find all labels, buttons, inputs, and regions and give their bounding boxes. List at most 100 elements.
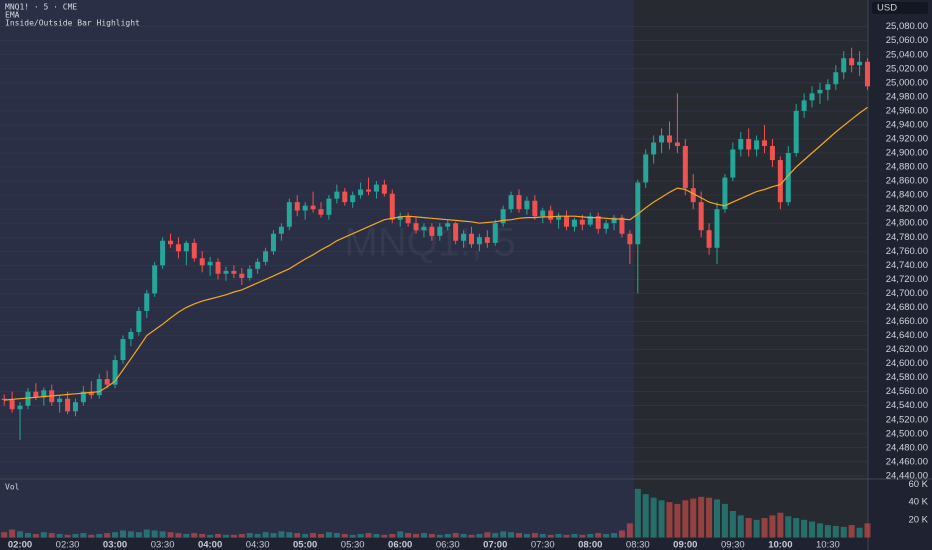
x-tick-label: 08:30 [626, 540, 650, 550]
candle-body [421, 226, 427, 231]
candle-body [286, 202, 292, 227]
candle-body [270, 233, 276, 252]
y-tick-label: 24,600.00 [886, 358, 928, 369]
y-tick-label: 24,580.00 [886, 372, 928, 383]
candle-body [294, 202, 300, 211]
session-background [634, 0, 868, 538]
candle-body [849, 58, 855, 66]
candle-body [595, 216, 601, 229]
candle-body [9, 400, 15, 410]
candle-body [152, 265, 158, 294]
volume-bar [690, 498, 697, 538]
candle-body [508, 195, 514, 210]
candle-body [500, 209, 506, 224]
volume-bar [1, 532, 8, 538]
volume-bar [508, 532, 515, 538]
y-tick-label: 24,860.00 [886, 176, 928, 187]
candle-body [207, 261, 213, 266]
candle-body [785, 153, 791, 203]
candle-body [120, 339, 126, 361]
volume-bar [816, 523, 823, 538]
volume-bar [856, 527, 863, 538]
volume-bar [555, 533, 562, 538]
volume-bar [341, 533, 348, 538]
candle-body [627, 233, 633, 245]
candle-body [564, 216, 570, 227]
indicator-label: EMA [5, 11, 20, 20]
indicator-label: Inside/Outside Bar Highlight [5, 19, 140, 28]
volume-bar [737, 515, 744, 538]
candle-body [223, 270, 229, 274]
volume-label: Vol [5, 483, 20, 492]
volume-bar [698, 496, 705, 538]
volume-bar [444, 533, 451, 538]
candle-body [57, 398, 63, 403]
candle-body [80, 391, 86, 403]
candle-body [263, 251, 269, 262]
candle-body [548, 210, 554, 220]
chart-title: MNQ1! · 5 · CME [5, 3, 77, 12]
candle-body [714, 209, 720, 248]
volume-bar [120, 530, 126, 538]
x-tick-label: 09:30 [721, 540, 745, 550]
candle-body [366, 189, 372, 192]
volume-bar [785, 516, 792, 538]
candle-body [302, 205, 308, 211]
volume-bar [199, 533, 206, 538]
volume-bar [674, 503, 681, 538]
y-tick-label: 24,520.00 [886, 414, 928, 425]
volume-bar [40, 532, 47, 538]
candle-body [706, 230, 712, 248]
volume-bar [222, 534, 229, 538]
volume-bar [294, 533, 301, 538]
volume-bar [523, 533, 530, 538]
candle-body [160, 240, 166, 266]
volume-bar [127, 531, 134, 538]
volume-bar [460, 533, 467, 538]
candle-body [358, 189, 364, 196]
x-tick-label: 08:00 [578, 540, 602, 550]
y-tick-label: 25,080.00 [886, 21, 928, 32]
volume-bar [516, 533, 522, 538]
volume-bar [793, 518, 800, 538]
y-tick-label: 24,840.00 [886, 190, 928, 201]
candle-body [722, 177, 728, 210]
candle-body [72, 402, 78, 412]
candle-body [373, 184, 379, 192]
volume-bar [151, 530, 158, 538]
volume-bar [167, 532, 174, 538]
candle-body [334, 191, 340, 199]
candle-body [461, 233, 467, 241]
volume-bar [436, 534, 443, 538]
candle-body [659, 135, 665, 143]
x-tick-label: 07:00 [483, 540, 507, 550]
currency-badge [872, 2, 928, 14]
candle-body [674, 142, 680, 146]
volume-tick-label: 60 K [908, 479, 928, 490]
x-tick-label: 07:30 [531, 540, 555, 550]
y-tick-label: 24,660.00 [886, 316, 928, 327]
volume-bar [96, 533, 103, 538]
ema-line [4, 106, 868, 401]
volume-bar [135, 532, 142, 538]
y-tick-label: 24,680.00 [886, 302, 928, 313]
x-tick-label: 10:00 [768, 540, 792, 550]
candle-body [603, 223, 609, 229]
volume-bar [238, 533, 245, 538]
candle-body [571, 219, 577, 227]
candle-body [65, 398, 71, 412]
volume-bar [333, 533, 340, 538]
volume-bar [745, 518, 752, 538]
candle-body [540, 210, 546, 217]
volume-bar [769, 515, 776, 538]
volume-bar [254, 533, 261, 538]
volume-bar [64, 534, 71, 538]
candle-body [215, 261, 221, 274]
y-tick-label: 24,460.00 [886, 456, 928, 467]
volume-bar [563, 534, 570, 538]
candle-body [762, 140, 768, 146]
candle-body [532, 200, 538, 217]
y-tick-label: 24,940.00 [886, 119, 928, 130]
candle-body [136, 310, 142, 333]
y-tick-label: 24,880.00 [886, 162, 928, 173]
